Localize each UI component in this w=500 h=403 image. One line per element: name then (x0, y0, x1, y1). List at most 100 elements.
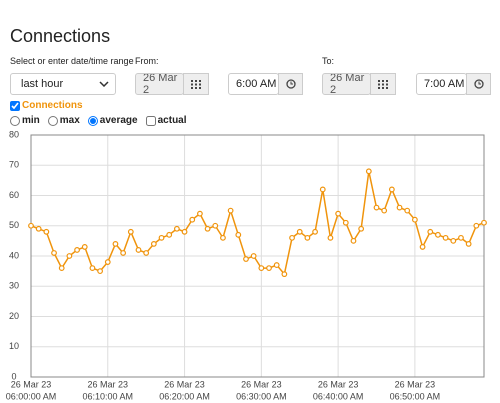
y-tick-label: 70 (9, 160, 19, 170)
data-point (127, 228, 134, 235)
data-point (350, 237, 357, 244)
data-point (243, 256, 249, 262)
data-point (66, 253, 73, 259)
option-label: actual (157, 115, 187, 126)
from-label: From: (135, 56, 159, 66)
data-point (112, 240, 119, 247)
x-tick-label: 06:30:00 AM (236, 391, 287, 401)
data-point (381, 207, 388, 214)
radio[interactable] (10, 115, 20, 126)
data-line (30, 171, 485, 276)
data-point (35, 225, 42, 232)
data-point (58, 265, 65, 272)
data-point (404, 207, 411, 214)
data-point (304, 234, 311, 241)
data-point (296, 228, 303, 235)
page-title: Connections (10, 26, 111, 46)
y-tick-label: 50 (9, 220, 19, 230)
data-point (28, 222, 34, 229)
x-tick-label: 26 Mar 23 (88, 379, 129, 389)
clock-icon (473, 79, 484, 89)
data-point (97, 268, 104, 275)
data-point (81, 244, 88, 250)
data-point (204, 225, 211, 232)
data-point (442, 234, 449, 241)
x-tick-label: 06:10:00 AM (83, 391, 134, 401)
data-point (342, 219, 349, 226)
data-point (104, 259, 111, 265)
data-point (396, 204, 403, 211)
from-date[interactable]: 26 Mar 2 (135, 73, 184, 95)
data-point (312, 228, 318, 235)
radio[interactable] (87, 115, 98, 126)
radio[interactable] (47, 115, 58, 126)
x-tick-label: 06:40:00 AM (313, 391, 364, 401)
data-point (358, 225, 365, 232)
option-label: min (22, 115, 40, 126)
calendar-icon (378, 79, 388, 89)
to-time[interactable]: 7:00 AM (416, 73, 467, 95)
option[interactable]: min (10, 115, 40, 126)
calendar-button[interactable] (183, 73, 209, 95)
checkbox[interactable] (145, 115, 156, 126)
date-text: 26 Mar 2 (330, 73, 365, 95)
calendar-button[interactable] (370, 73, 396, 95)
clock-button[interactable] (278, 73, 303, 95)
x-tick-label: 26 Mar 23 (241, 379, 282, 389)
data-point (481, 219, 487, 226)
option[interactable]: actual (145, 115, 187, 126)
data-point (411, 216, 418, 223)
x-tick-label: 26 Mar 23 (395, 379, 436, 389)
data-point (458, 234, 464, 241)
clock-button[interactable] (466, 73, 491, 95)
calendar-icon (191, 79, 201, 89)
data-point (419, 244, 426, 250)
option-label: max (59, 115, 80, 126)
from-time[interactable]: 6:00 AM (228, 73, 279, 95)
data-point (450, 237, 457, 244)
checkbox[interactable] (10, 100, 20, 111)
y-tick-label: 20 (9, 311, 19, 321)
chart: 0 10 20 30 40 50 60 70 80 26 Mar 23 06:00:00 AM 26 … (6, 129, 487, 401)
option-label: average (99, 115, 138, 126)
x-tick-label: 26 Mar 23 (11, 379, 52, 389)
time-text: 6:00 AM (236, 78, 277, 90)
y-tick-label: 60 (9, 190, 19, 200)
option[interactable]: average (87, 115, 138, 126)
data-point (150, 240, 157, 247)
dropdown-icon (99, 81, 109, 87)
data-point (120, 250, 127, 256)
data-point (181, 228, 188, 235)
series-toggle[interactable]: Connections (10, 100, 83, 111)
date-text: 26 Mar 2 (143, 73, 178, 95)
option[interactable]: max (47, 115, 80, 126)
data-point (327, 234, 334, 241)
y-tick-label: 40 (9, 250, 19, 260)
data-point (258, 265, 265, 272)
range-select[interactable]: last hour (10, 73, 116, 95)
data-point (235, 231, 242, 238)
data-point (365, 168, 372, 175)
range-label: Select or enter date/time range (10, 56, 134, 66)
data-point (335, 210, 342, 217)
toggle-label: Connections (22, 100, 83, 111)
data-point (373, 204, 380, 211)
x-tick-label: 26 Mar 23 (164, 379, 205, 389)
y-tick-label: 80 (9, 129, 19, 139)
to-date[interactable]: 26 Mar 2 (322, 73, 371, 95)
data-point (43, 228, 50, 235)
data-point (51, 250, 57, 256)
select-value: last hour (21, 78, 64, 90)
y-tick-label: 30 (9, 281, 19, 291)
data-point (250, 253, 257, 259)
data-point (281, 271, 288, 278)
data-point (89, 265, 96, 272)
x-tick-label: 06:00:00 AM (6, 391, 57, 401)
data-point (427, 228, 434, 235)
data-point (473, 222, 480, 229)
data-point (166, 231, 173, 238)
data-point (273, 262, 280, 268)
data-point (319, 186, 326, 193)
data-point (189, 216, 196, 223)
data-point (197, 210, 203, 217)
